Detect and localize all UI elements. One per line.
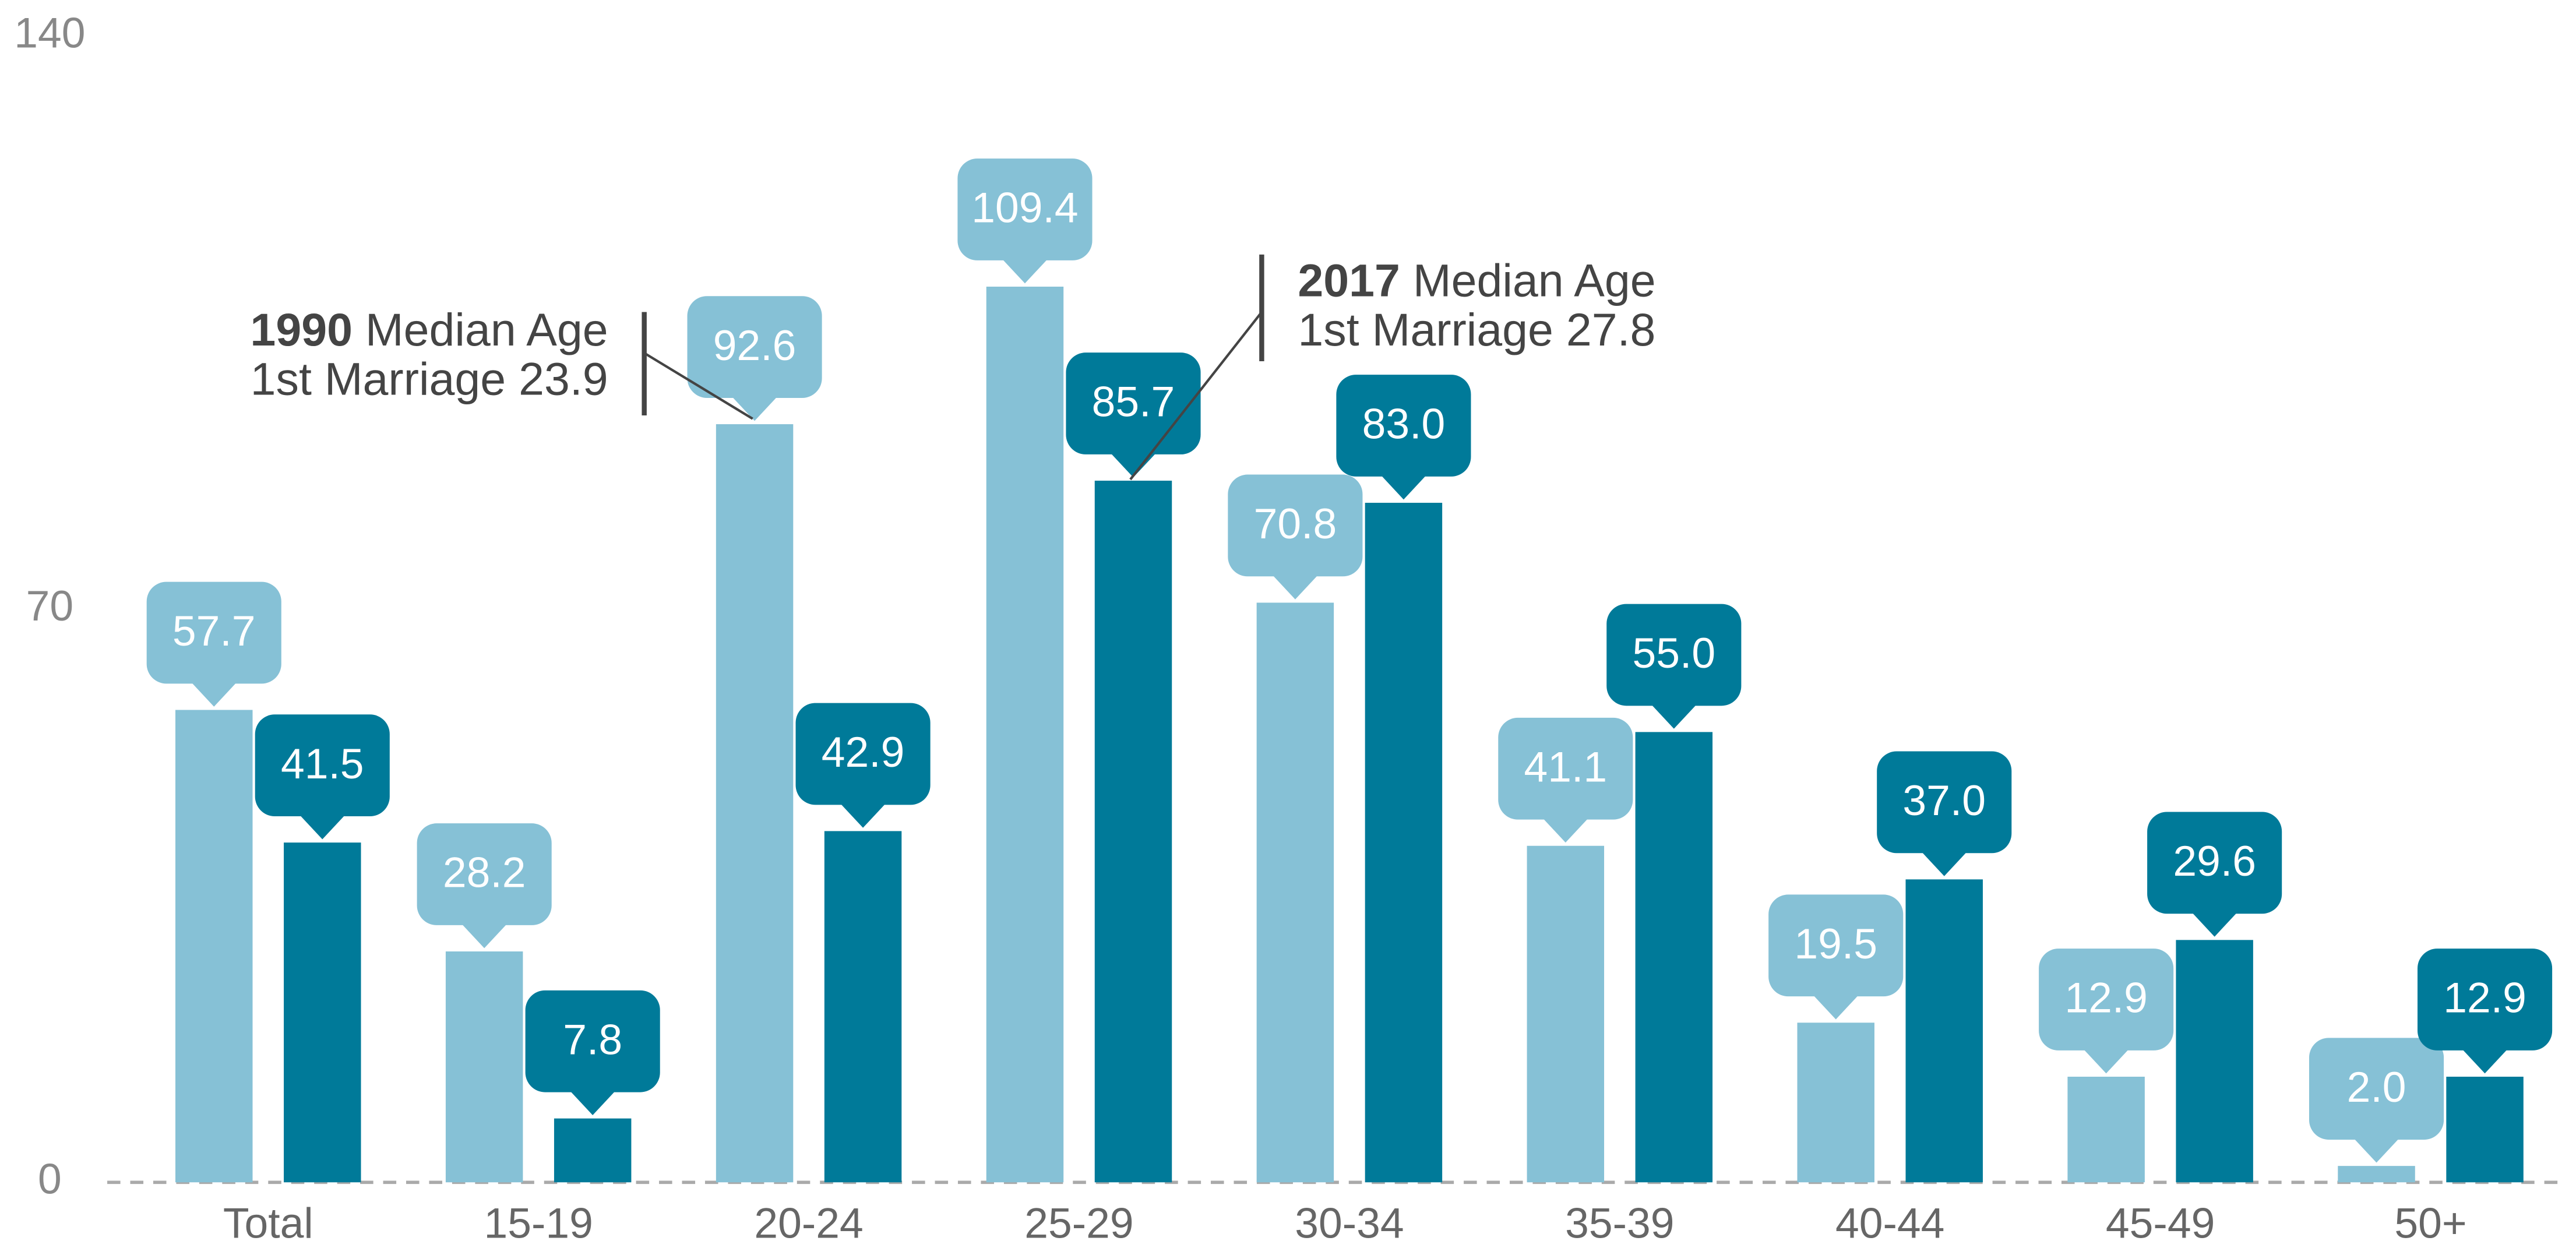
callout-pointer	[1651, 704, 1697, 729]
callout-box	[957, 158, 1093, 260]
bar	[1094, 481, 1172, 1183]
value-label: 41.1	[1524, 743, 1608, 791]
value-label: 37.0	[1902, 777, 1986, 824]
annotation-year: 2017	[1298, 255, 1400, 306]
value-label: 41.5	[281, 740, 364, 788]
callout-pointer	[1542, 817, 1589, 843]
callout-pointer	[1813, 995, 1859, 1020]
callout-pointer	[1380, 475, 1427, 500]
bar	[554, 1118, 632, 1183]
bar	[824, 831, 902, 1183]
bar	[1905, 879, 1983, 1183]
callout-pointer	[2083, 1049, 2130, 1074]
value-label: 92.6	[713, 322, 797, 369]
annotation-leader	[643, 352, 753, 420]
annotation-text: Median Age	[353, 304, 608, 355]
annotation-year: 1990	[250, 304, 353, 355]
callout-box	[2147, 812, 2282, 914]
bar	[284, 842, 361, 1183]
x-tick-label: 40-44	[1835, 1200, 1944, 1247]
x-tick-label: Total	[223, 1200, 313, 1247]
callout-box	[1877, 751, 2012, 854]
bar	[1797, 1023, 1874, 1183]
callout-box	[2039, 949, 2174, 1050]
bar	[2446, 1076, 2524, 1183]
callout-pointer	[2191, 912, 2238, 937]
callout-box	[795, 703, 931, 805]
callout-pointer	[569, 1090, 616, 1116]
callout-pointer	[1002, 259, 1048, 284]
annotation: 1990 Median Age	[250, 304, 608, 355]
callout-pointer	[2462, 1049, 2508, 1074]
value-label: 42.9	[822, 728, 905, 776]
value-label: 29.6	[2173, 837, 2256, 885]
callout-box	[1606, 604, 1742, 706]
value-label: 28.2	[443, 849, 526, 897]
annotation-line2: 1st Marriage 23.9	[251, 354, 608, 405]
bar	[175, 710, 253, 1183]
bar	[2176, 940, 2253, 1183]
value-label: 19.5	[1794, 920, 1877, 968]
callout-box	[1228, 474, 1363, 577]
callout-pointer	[461, 923, 508, 949]
x-tick-label: 30-34	[1295, 1200, 1404, 1247]
bar	[1527, 845, 1605, 1183]
callout-box	[146, 581, 281, 684]
callout-box	[1768, 894, 1904, 997]
callout-pointer	[731, 396, 778, 421]
value-label: 55.0	[1633, 629, 1716, 677]
y-tick-label: 0	[38, 1155, 62, 1203]
callout-pointer	[840, 803, 886, 828]
bar	[1256, 602, 1334, 1183]
x-tick-label: 25-29	[1024, 1200, 1133, 1247]
callout-box	[525, 990, 660, 1092]
callout-box	[417, 823, 552, 925]
callout-pointer	[1921, 851, 1968, 876]
bar	[2338, 1166, 2415, 1183]
callout-box	[255, 714, 390, 817]
callout-box	[1336, 375, 1471, 477]
y-tick-label: 140	[14, 9, 85, 57]
callout-pointer	[1110, 453, 1157, 478]
value-label: 2.0	[2347, 1063, 2406, 1111]
value-label: 12.9	[2064, 974, 2148, 1022]
x-tick-label: 35-39	[1565, 1200, 1674, 1247]
callout-box	[2418, 949, 2553, 1050]
bar	[2067, 1076, 2145, 1183]
value-label: 83.0	[1362, 400, 1446, 448]
value-label: 70.8	[1254, 500, 1337, 548]
y-tick-label: 70	[26, 582, 74, 630]
annotation-leader	[1129, 311, 1263, 481]
annotation: 2017 Median Age	[1298, 255, 1655, 306]
value-label: 85.7	[1092, 378, 1175, 426]
bar	[1365, 502, 1443, 1183]
value-label: 7.8	[563, 1016, 622, 1063]
value-label: 12.9	[2443, 974, 2526, 1022]
x-tick-label: 15-19	[484, 1200, 593, 1247]
x-tick-label: 50+	[2394, 1200, 2466, 1247]
x-tick-label: 45-49	[2106, 1200, 2215, 1247]
callout-pointer	[2353, 1138, 2400, 1163]
callout-pointer	[1272, 574, 1319, 600]
value-label: 109.4	[971, 184, 1078, 232]
x-tick-label: 20-24	[754, 1200, 863, 1247]
callout-pointer	[191, 682, 237, 707]
callout-box	[2309, 1038, 2444, 1140]
bar	[1635, 732, 1713, 1183]
callout-pointer	[299, 815, 346, 840]
bar	[986, 286, 1064, 1183]
annotation-line2: 1st Marriage 27.8	[1298, 304, 1655, 355]
callout-box	[687, 296, 822, 398]
callout-box	[1066, 352, 1201, 454]
annotation-text: Median Age	[1400, 255, 1656, 306]
bar	[445, 951, 523, 1183]
callout-box	[1498, 717, 1633, 820]
bar	[716, 424, 794, 1183]
value-label: 57.7	[172, 607, 256, 655]
